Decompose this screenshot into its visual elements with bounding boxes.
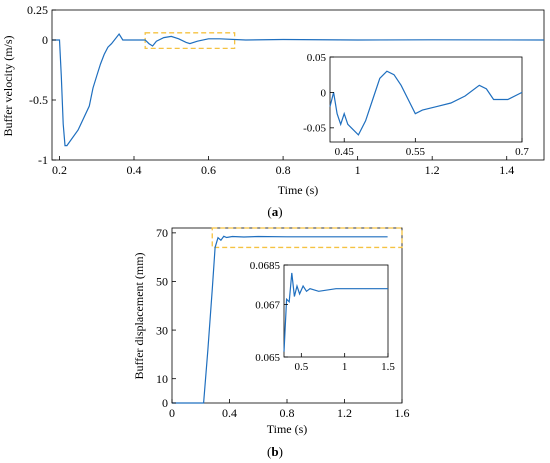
inset-series-b	[283, 272, 388, 352]
main-a-xtick-label-4: 1	[355, 163, 361, 177]
main-a-ytick-label-2: -0.5	[29, 93, 48, 107]
inset-b-xtick-label-0: 0.5	[294, 361, 308, 373]
main-a-xtick-label-3: 0.8	[276, 163, 291, 177]
main-b-xtick-label-3: 1.2	[337, 406, 352, 420]
highlight-box-b	[211, 227, 403, 249]
main-b-xtick-label-0: 0	[169, 406, 175, 420]
series-line-a-0	[52, 32, 545, 147]
y-ticks-a: 0.25 0 -0.5 -1	[27, 3, 56, 167]
caption-b-letter: b	[271, 444, 278, 459]
caption-b: (b)	[267, 444, 283, 459]
inset-a-ytick-label-0: 0.05	[307, 52, 327, 64]
main-a-ytick-label-1: 0	[42, 33, 48, 47]
main-b-ytick-label-0: 70	[156, 226, 168, 240]
main-b-xtick-label-1: 0.4	[222, 406, 237, 420]
x-axis-label-a: Time (s)	[278, 183, 319, 197]
panel-b: 0 0.4 0.8 1.2 1.6 70 50 30 10 0 Time (s) Buffer …	[132, 226, 410, 459]
inset-b-xtick-label-2: 1.5	[381, 361, 395, 373]
main-b-ytick-label-1: 50	[156, 275, 168, 289]
inset-a-ytick-label-2: -0.05	[303, 123, 326, 135]
x-ticks-b: 0 0.4 0.8 1.2 1.6	[169, 399, 410, 420]
main-a-xtick-label-0: 0.2	[52, 163, 67, 177]
main-a-xtick-label-5: 1.2	[425, 163, 440, 177]
caption-a: (a)	[267, 204, 282, 219]
inset-a-xtick-label-2: 0.7	[515, 146, 529, 158]
main-a-xtick-label-6: 1.4	[499, 163, 514, 177]
inset-y-ticks-a: 0.05 0 -0.05	[303, 52, 334, 135]
series-a	[52, 32, 545, 147]
x-ticks-a: 0.2 0.4 0.6 0.8 1 1.2 1.4	[52, 156, 514, 177]
panel-a: 0.2 0.4 0.6 0.8 1 1.2 1.4 0.25 0 -0.5 -1 Time (s)…	[1, 3, 545, 219]
main-b-ytick-label-2: 30	[156, 323, 168, 337]
y-ticks-b: 70 50 30 10 0	[156, 226, 176, 410]
main-a-ytick-label-0: 0.25	[27, 3, 48, 17]
inset-a-xtick-label-1: 0.55	[406, 146, 426, 158]
series-b	[172, 235, 388, 404]
y-axis-label-b: Buffer displacement (mm)	[132, 252, 146, 379]
inset-y-ticks-b: 0.0685 0.067 0.065	[250, 260, 288, 364]
inset-b-ytick-label-0: 0.0685	[250, 260, 281, 272]
main-b-xtick-label-4: 1.6	[395, 406, 410, 420]
caption-a-letter: a	[272, 204, 279, 219]
inset-series-a	[329, 70, 523, 136]
inset-b-ytick-label-1: 0.067	[255, 299, 280, 311]
inset-a-ytick-label-1: 0	[321, 87, 327, 99]
inset-line-a	[329, 70, 523, 136]
main-a-xtick-label-2: 0.6	[201, 163, 216, 177]
inset-b-ytick-label-2: 0.065	[255, 352, 280, 364]
plot-frame-a	[51, 9, 545, 161]
main-b-ytick-label-4: 0	[162, 396, 168, 410]
inset-x-ticks-a: 0.45 0.55 0.7	[335, 138, 529, 158]
inset-x-ticks-b: 0.5 1 1.5	[294, 353, 395, 373]
series-line-b-0	[172, 235, 388, 404]
main-a-ytick-label-3: -1	[38, 153, 48, 167]
inset-line-b	[283, 272, 388, 352]
y-axis-label-a: Buffer velocity (m/s)	[1, 35, 15, 136]
main-b-xtick-label-2: 0.8	[280, 406, 295, 420]
main-a-xtick-label-1: 0.4	[127, 163, 142, 177]
inset-b-xtick-label-1: 1	[342, 361, 348, 373]
x-axis-label-b: Time (s)	[267, 422, 308, 436]
inset-frame-b	[283, 264, 389, 358]
main-b-ytick-label-3: 10	[156, 372, 168, 386]
inset-a-xtick-label-0: 0.45	[335, 146, 355, 158]
